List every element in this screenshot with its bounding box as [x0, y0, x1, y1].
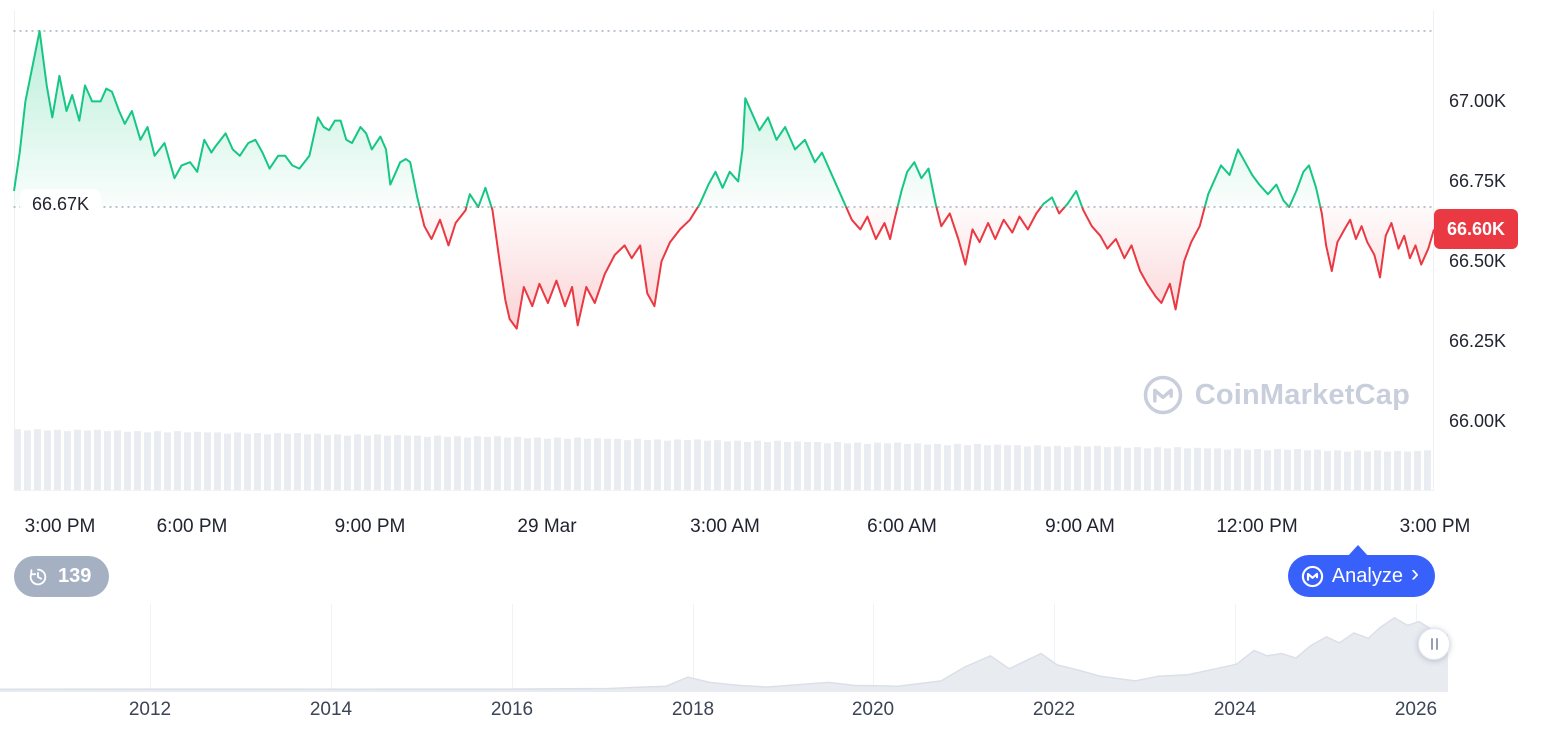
x-axis-label: 6:00 PM [156, 516, 228, 537]
navigator-resize-handle[interactable] [1418, 628, 1450, 660]
navigator-year-label: 2024 [1213, 699, 1257, 720]
y-axis-label: 66.25K [1449, 331, 1507, 352]
coinmarketcap-logo-icon [1143, 375, 1182, 415]
navigator-year-label: 2012 [128, 699, 172, 720]
y-axis-label: 66.75K [1449, 171, 1507, 192]
history-count: 139 [58, 565, 92, 587]
navigator-year-label: 2020 [851, 699, 895, 720]
x-axis-label: 3:00 AM [690, 516, 760, 537]
x-axis: 3:00 PM 6:00 PM 9:00 PM 29 Mar 3:00 AM 6:00 A… [0, 514, 1566, 540]
y-axis-label: 66.50K [1449, 251, 1507, 272]
price-chart-canvas[interactable] [0, 0, 1566, 500]
history-badge[interactable]: 139 [14, 556, 110, 597]
watermark-text: CoinMarketCap [1194, 378, 1410, 411]
price-area-below-baseline [14, 207, 1434, 329]
y-axis-label: 66.00K [1449, 411, 1507, 432]
coinmarketcap-watermark: CoinMarketCap [1142, 374, 1410, 416]
baseline-price-label: 66.67K [22, 191, 100, 218]
navigator-year-label: 2022 [1032, 699, 1076, 720]
coinmarketcap-logo-icon [1301, 565, 1324, 587]
price-line-green [13, 30, 1322, 207]
x-axis-label: 9:00 PM [334, 516, 406, 537]
navigator-year-label: 2016 [490, 699, 534, 720]
x-axis-label: 29 Mar [517, 516, 577, 537]
analyze-label: Analyze [1331, 564, 1403, 587]
x-axis-label: 9:00 AM [1045, 516, 1115, 537]
history-clock-icon [29, 568, 47, 585]
x-axis-label: 3:00 PM [24, 516, 96, 537]
volume-bars [14, 429, 1431, 490]
navigator-year-label: 2026 [1394, 699, 1438, 720]
x-axis-label: 12:00 PM [1216, 516, 1298, 537]
current-price-badge: 66.60K [1434, 209, 1519, 250]
y-axis-label: 67.00K [1449, 91, 1507, 112]
analyze-pointer-arrow [1347, 545, 1369, 557]
x-axis-label: 6:00 AM [867, 516, 937, 537]
navigator-chart [0, 604, 1449, 692]
timeline-navigator[interactable] [0, 604, 1566, 692]
navigator-year-label: 2018 [671, 699, 715, 720]
analyze-button[interactable]: Analyze › [1287, 545, 1435, 597]
navigator-year-axis: 2012 2014 2016 2018 2020 2022 2024 2026 [0, 697, 1566, 723]
navigator-year-label: 2014 [309, 699, 353, 720]
chevron-right-icon: › [1411, 560, 1419, 587]
x-axis-label: 3:00 PM [1399, 516, 1471, 537]
price-area-above-baseline [14, 31, 1434, 207]
